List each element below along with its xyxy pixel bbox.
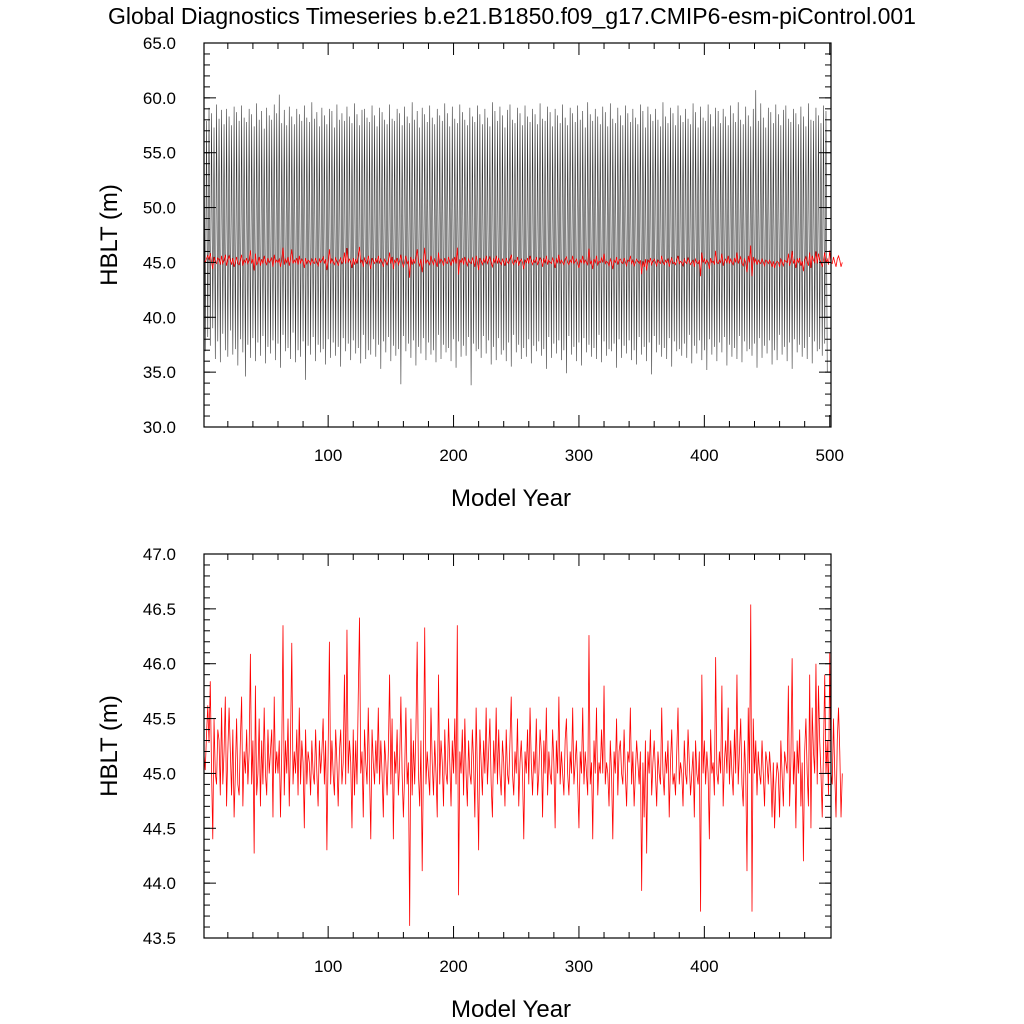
top-y-tick-label: 30.0 — [143, 418, 176, 437]
top-y-tick-label: 65.0 — [143, 34, 176, 53]
bottom-y-tick-label: 46.0 — [143, 655, 176, 674]
bottom-x-tick-label: 300 — [565, 957, 593, 976]
top-y-tick-label: 60.0 — [143, 89, 176, 108]
bottom-x-tick-label: 200 — [439, 957, 467, 976]
bottom-x-tick-label: 100 — [314, 957, 342, 976]
top-x-tick-label: 300 — [565, 446, 593, 465]
bottom-y-tick-label: 47.0 — [143, 545, 176, 564]
bottom-tick-layer: 43.5 44.0 44.5 45.0 45.5 46.0 46.5 47.0 100 200 30… — [143, 545, 831, 976]
bottom-series-layer — [203, 604, 843, 926]
bottom-y-tick-label: 46.5 — [143, 600, 176, 619]
top-series-1-line — [203, 245, 843, 278]
top-series-0-line — [203, 90, 828, 386]
top-x-tick-label: 100 — [314, 446, 342, 465]
top-x-axis-label: Model Year — [451, 485, 571, 512]
top-x-tick-label: 200 — [439, 446, 467, 465]
bottom-x-axis-label: Model Year — [451, 996, 571, 1023]
bottom-series-0-line — [203, 604, 843, 926]
bottom-y-tick-label: 45.0 — [143, 764, 176, 783]
bottom-x-tick-label: 400 — [690, 957, 718, 976]
top-y-axis-label: HBLT (m) — [96, 184, 123, 286]
top-y-tick-label: 55.0 — [143, 144, 176, 163]
bottom-y-tick-label: 44.5 — [143, 819, 176, 838]
figure-title: Global Diagnostics Timeseries b.e21.B185… — [108, 3, 916, 29]
top-y-tick-label: 45.0 — [143, 253, 176, 272]
bottom-plot-frame — [203, 553, 832, 939]
top-series-layer — [203, 90, 843, 386]
bottom-panel: 43.5 44.0 44.5 45.0 45.5 46.0 46.5 47.0 100 200 30… — [96, 545, 843, 1023]
top-y-tick-label: 50.0 — [143, 199, 176, 218]
bottom-y-tick-label: 45.5 — [143, 710, 176, 729]
bottom-y-tick-label: 43.5 — [143, 929, 176, 948]
top-y-tick-label: 40.0 — [143, 308, 176, 327]
bottom-y-axis-label: HBLT (m) — [96, 695, 123, 797]
top-x-tick-label: 500 — [816, 446, 844, 465]
bottom-y-tick-label: 44.0 — [143, 874, 176, 893]
top-panel: 30.0 35.0 40.0 45.0 50.0 55.0 60.0 65.0 100 200 30… — [96, 34, 844, 512]
top-tick-layer: 30.0 35.0 40.0 45.0 50.0 55.0 60.0 65.0 100 200 30… — [143, 34, 844, 465]
top-plot-frame — [203, 42, 832, 428]
top-x-tick-label: 400 — [690, 446, 718, 465]
top-y-tick-label: 35.0 — [143, 363, 176, 382]
